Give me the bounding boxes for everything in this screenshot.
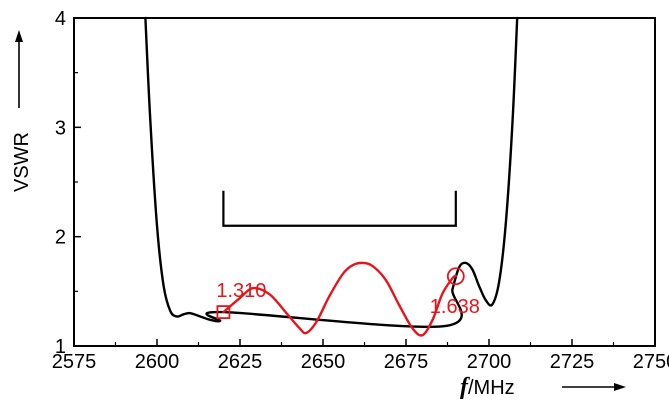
band-bracket — [222, 190, 457, 227]
y-tick-label-0: 1 — [55, 336, 66, 358]
x-tick-label-6: 2725 — [550, 351, 595, 373]
x-axis-unit: /MHz — [468, 377, 515, 399]
x-tick-label-7: 2750 — [633, 351, 669, 373]
x-tick-label-3: 2650 — [301, 351, 346, 373]
circle-marker — [446, 267, 465, 286]
plot-area: 1.310 1.638 — [144, 16, 519, 337]
x-tick-label-5: 2700 — [467, 351, 512, 373]
x-axis-arrow — [562, 383, 626, 391]
black-curve — [144, 16, 519, 328]
square-marker — [216, 305, 231, 320]
x-tick-label-0: 2575 — [52, 351, 97, 373]
circle-marker-label: 1.638 — [430, 296, 480, 318]
y-axis-label: VSWR — [11, 132, 33, 192]
y-tick-label-2: 3 — [55, 117, 66, 139]
x-tick-label-4: 2675 — [384, 351, 429, 373]
x-tick-label-2: 2625 — [218, 351, 263, 373]
plot-frame — [73, 17, 656, 347]
x-tick-label-1: 2600 — [135, 351, 180, 373]
y-tick-label-1: 2 — [55, 227, 66, 249]
square-marker-label: 1.310 — [216, 280, 266, 302]
y-tick-label-3: 4 — [55, 8, 66, 30]
x-axis-ticks: 2575 2600 2625 2650 2675 2700 2725 2750 — [52, 339, 669, 373]
red-curve — [222, 261, 457, 337]
x-axis-label: f/MHz — [460, 374, 515, 400]
y-axis-arrow — [15, 30, 23, 108]
x-axis-symbol: f — [460, 374, 470, 400]
y-axis-ticks: 1 2 3 4 — [55, 8, 81, 358]
